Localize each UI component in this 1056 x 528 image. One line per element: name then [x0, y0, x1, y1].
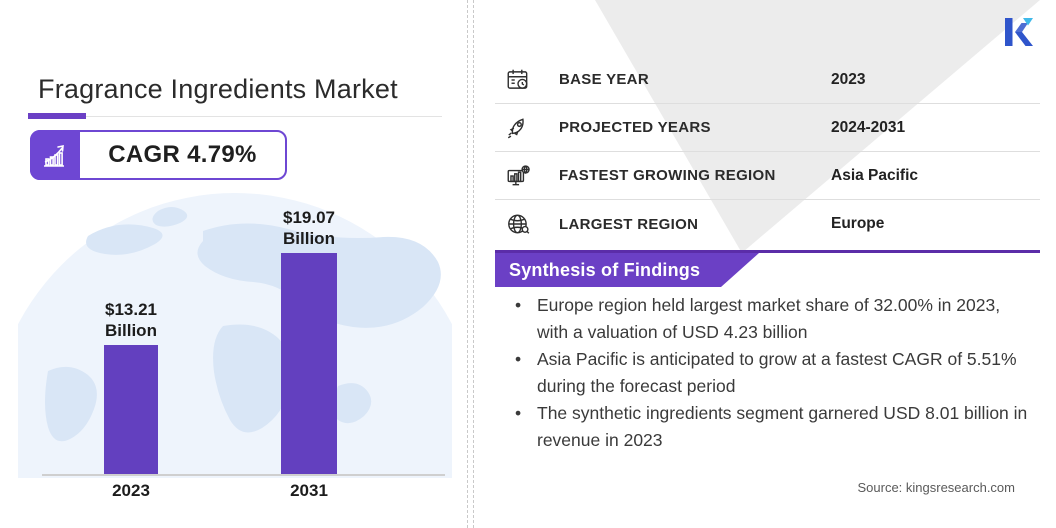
- bar-value-label: $19.07 Billion: [244, 207, 374, 249]
- fact-value: Asia Pacific: [831, 166, 919, 184]
- source-attribution: Source: kingsresearch.com: [857, 480, 1015, 495]
- fact-row-fastest-growing-region: FASTEST GROWING REGION Asia Pacific: [495, 152, 1040, 200]
- cagr-badge: CAGR 4.79%: [30, 130, 287, 180]
- title-underline-accent: [28, 113, 86, 119]
- fact-label: FASTEST GROWING REGION: [559, 167, 776, 184]
- kings-research-logo: [1005, 18, 1033, 46]
- fact-label: BASE YEAR: [559, 71, 649, 88]
- fact-value: Europe: [831, 215, 885, 232]
- title-underline: [28, 116, 442, 117]
- fact-value: 2024-2031: [831, 118, 906, 136]
- synthesis-heading: Synthesis of Findings: [509, 259, 701, 280]
- synthesis-bullet: Asia Pacific is anticipated to grow at a…: [505, 346, 1035, 400]
- bar2-unit: Billion: [283, 229, 335, 248]
- growth-chart-globe-icon: [505, 162, 535, 190]
- bar1-unit: Billion: [105, 321, 157, 340]
- synthesis-bullet: Europe region held largest market share …: [505, 292, 1035, 346]
- bar2-value: $19.07: [283, 208, 335, 227]
- bar-2031: [281, 253, 337, 474]
- fact-label: LARGEST REGION: [559, 215, 699, 233]
- fact-row-base-year: BASE YEAR 2023: [495, 56, 1040, 104]
- synthesis-top-rule: [495, 250, 1040, 253]
- synthesis-bullet-list: Europe region held largest market share …: [505, 292, 1035, 454]
- facts-table: BASE YEAR 2023 PROJECTED YEARS 2024-2031: [495, 56, 1040, 248]
- fact-row-projected-years: PROJECTED YEARS 2024-2031: [495, 104, 1040, 152]
- x-axis-label: 2031: [290, 481, 328, 500]
- rocket-icon: [505, 114, 535, 142]
- bar-value-label: $13.21 Billion: [66, 299, 196, 341]
- chart-baseline: [42, 474, 445, 476]
- synthesis-bullet: The synthetic ingredients segment garner…: [505, 400, 1035, 454]
- cagr-value: CAGR 4.79%: [108, 141, 257, 168]
- bar-2023: [104, 345, 158, 474]
- dashed-center-divider: [467, 0, 474, 528]
- page-title: Fragrance Ingredients Market: [38, 74, 398, 104]
- bar1-value: $13.21: [105, 300, 157, 319]
- globe-icon: [505, 210, 535, 238]
- fact-row-largest-region: LARGEST REGION Europe: [495, 200, 1040, 248]
- growth-trend-icon: [30, 130, 80, 180]
- fact-value: 2023: [831, 70, 866, 88]
- x-axis-label: 2023: [112, 481, 150, 500]
- calendar-clock-icon: [505, 66, 535, 94]
- synthesis-ribbon: Synthesis of Findings: [495, 253, 759, 287]
- fact-label: PROJECTED YEARS: [559, 119, 711, 136]
